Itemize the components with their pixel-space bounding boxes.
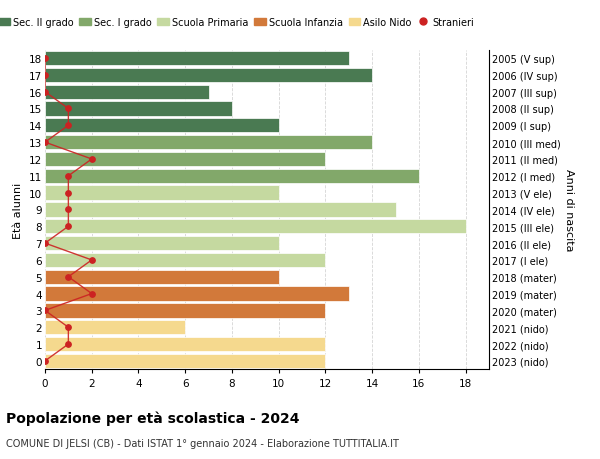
Bar (45, 186, 278, 200)
Bar (45, 203, 395, 217)
Legend: Sec. II grado, Sec. I grado, Scuola Primaria, Scuola Infanzia, Asilo Nido, Stran: Sec. II grado, Sec. I grado, Scuola Prim… (0, 14, 478, 32)
Bar (45, 52, 349, 66)
Bar (45, 354, 325, 368)
Point (64, 207, 73, 214)
Point (64, 123, 73, 130)
Point (64, 173, 73, 180)
Bar (45, 68, 372, 83)
Bar (45, 303, 325, 318)
Text: Popolazione per età scolastica - 2024: Popolazione per età scolastica - 2024 (6, 411, 299, 425)
Point (40, 55, 50, 62)
Point (64, 223, 73, 230)
Point (40, 72, 50, 79)
Bar (45, 236, 278, 251)
Point (40, 358, 50, 365)
Point (87, 290, 97, 297)
Y-axis label: Età alunni: Età alunni (13, 182, 23, 238)
Bar (45, 287, 349, 301)
Bar (45, 169, 419, 184)
Point (40, 139, 50, 146)
Point (87, 156, 97, 163)
Point (64, 190, 73, 197)
Bar (45, 270, 278, 284)
Point (64, 106, 73, 113)
Point (64, 324, 73, 331)
Bar (45, 85, 209, 100)
Point (40, 89, 50, 96)
Bar (45, 337, 325, 352)
Text: COMUNE DI JELSI (CB) - Dati ISTAT 1° gennaio 2024 - Elaborazione TUTTITALIA.IT: COMUNE DI JELSI (CB) - Dati ISTAT 1° gen… (6, 438, 399, 448)
Point (64, 341, 73, 348)
Point (64, 274, 73, 281)
Y-axis label: Anni di nascita: Anni di nascita (565, 169, 574, 251)
Bar (45, 320, 185, 335)
Point (40, 240, 50, 247)
Bar (45, 253, 325, 268)
Bar (45, 220, 466, 234)
Bar (45, 119, 278, 133)
Point (40, 307, 50, 314)
Point (87, 257, 97, 264)
Bar (45, 136, 372, 150)
Bar (45, 152, 325, 167)
Bar (45, 102, 232, 117)
